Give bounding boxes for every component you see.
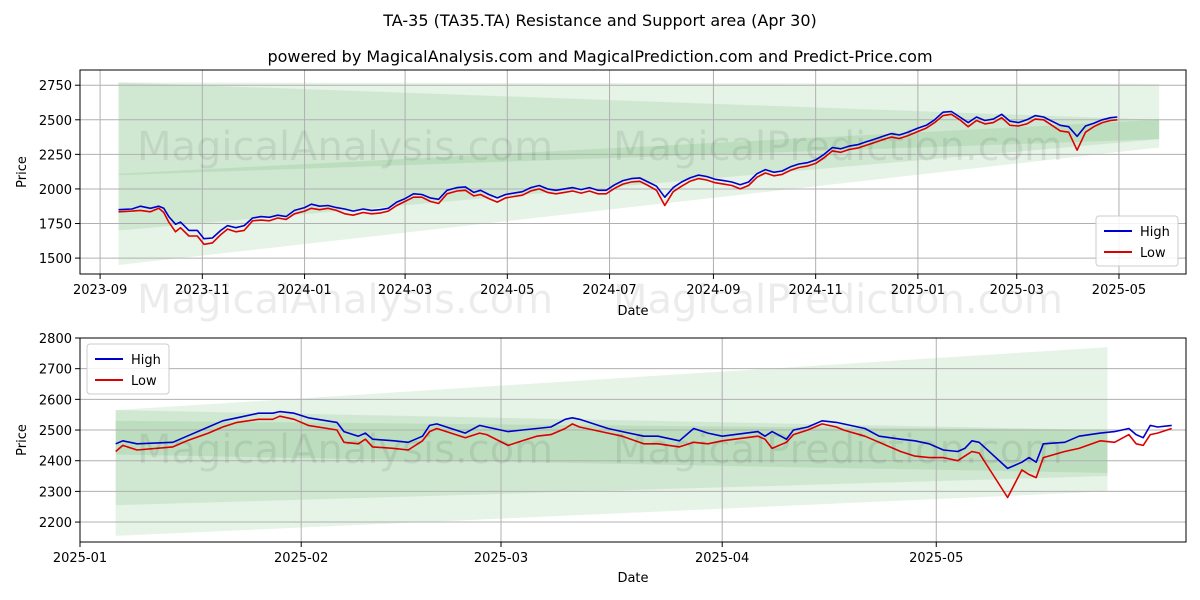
legend-label-high: High (1140, 225, 1170, 240)
legend: High Low (86, 343, 170, 395)
legend-label-high: High (131, 353, 161, 368)
y-tick-label: 1750 (39, 218, 72, 233)
series-line-high (115, 410, 1172, 470)
y-tick-label: 2200 (39, 516, 72, 531)
y-tick-label: 2500 (39, 114, 72, 129)
y-axis-label: Price (15, 424, 30, 456)
y-tick-label: 2300 (39, 485, 72, 500)
x-tick-label: 2025-01 (53, 551, 107, 566)
legend-label-low: Low (131, 374, 157, 389)
legend-box (1095, 215, 1179, 267)
x-tick-label: 2025-03 (474, 551, 528, 566)
watermark-mid-right: MagicalPrediction.com (613, 277, 1063, 323)
x-tick-label: 2025-01 (891, 283, 945, 298)
y-tick-label: 2700 (39, 363, 72, 378)
legend-box (86, 343, 170, 395)
upper-chart-panel: 2023-09 2023-11 2024-01 2024-03 2024-05 2024-… (15, 69, 1187, 319)
band-1-0 (115, 347, 1108, 536)
x-tick-label: 2023-11 (175, 283, 229, 298)
x-axis-label: Date (617, 571, 648, 586)
band-0-1 (118, 119, 1160, 231)
plot-frame (79, 337, 1187, 543)
y-axis-label: Price (15, 156, 30, 188)
y-tick-label: 2800 (39, 332, 72, 347)
x-tick-label: 2024-11 (788, 283, 842, 298)
x-tick-label: 2024-09 (686, 283, 740, 298)
x-tick-label: 2025-02 (274, 551, 328, 566)
band-1-2 (115, 410, 1108, 473)
x-tick-label: 2025-03 (990, 283, 1044, 298)
series-line-low (118, 113, 1118, 246)
y-tick-label: 2500 (39, 424, 72, 439)
chart-subtitle: powered by MagicalAnalysis.com and Magic… (267, 47, 932, 66)
legend: High Low (1095, 215, 1179, 267)
band-0-2 (118, 82, 1160, 176)
x-tick-label: 2024-03 (378, 283, 432, 298)
y-tick-label: 2600 (39, 393, 72, 408)
x-tick-label: 2024-05 (480, 283, 534, 298)
band-1-1 (115, 420, 1108, 506)
legend-label-low: Low (1140, 246, 1166, 261)
watermark-top-right: MagicalPrediction.com (613, 124, 1063, 170)
y-tick-label: 2250 (39, 148, 72, 163)
watermark-mid-left: MagicalAnalysis.com (137, 277, 553, 323)
y-tick-label: 2000 (39, 183, 72, 198)
y-tick-label: 2750 (39, 79, 72, 94)
x-tick-label: 2024-01 (277, 283, 331, 298)
watermark-bottom-right: MagicalPrediction.com (613, 427, 1063, 473)
x-tick-label: 2023-09 (73, 283, 127, 298)
watermark-top-left: MagicalAnalysis.com (137, 124, 553, 170)
band-0-0 (118, 82, 1160, 266)
series-line-high (118, 110, 1118, 240)
chart-title: TA-35 (TA35.TA) Resistance and Support a… (382, 11, 817, 30)
y-tick-label: 2400 (39, 455, 72, 470)
x-tick-label: 2025-05 (1092, 283, 1146, 298)
plot-frame (79, 69, 1187, 275)
lower-chart-panel: 2025-01 2025-02 2025-03 2025-04 2025-05 2200 2… (15, 332, 1187, 586)
watermark-bottom-left: MagicalAnalysis.com (137, 427, 553, 473)
y-tick-label: 1500 (39, 252, 72, 267)
series-line-low (115, 415, 1172, 499)
x-axis-label: Date (617, 304, 648, 319)
x-tick-label: 2025-05 (909, 551, 963, 566)
x-tick-label: 2025-04 (695, 551, 749, 566)
x-tick-label: 2024-07 (582, 283, 636, 298)
